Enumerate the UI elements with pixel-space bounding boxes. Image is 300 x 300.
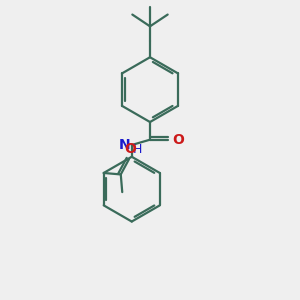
Text: H: H (133, 143, 142, 157)
Text: O: O (172, 133, 184, 147)
Text: O: O (124, 142, 136, 156)
Text: N: N (118, 138, 130, 152)
